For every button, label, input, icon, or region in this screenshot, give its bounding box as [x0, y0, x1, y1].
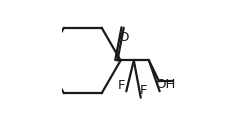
Text: F: F — [140, 84, 147, 97]
Text: OH: OH — [155, 78, 176, 91]
Text: O: O — [118, 31, 129, 44]
Text: F: F — [118, 78, 125, 92]
